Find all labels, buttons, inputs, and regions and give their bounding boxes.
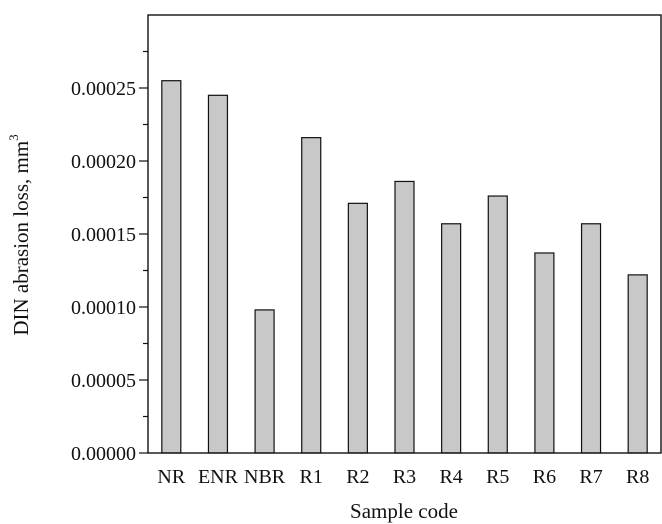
x-tick-label: NBR [244, 466, 286, 488]
x-tick-label: R1 [300, 466, 323, 488]
x-tick-label: R5 [486, 466, 509, 488]
bar-r8 [627, 274, 648, 454]
bar-r2 [347, 202, 368, 454]
x-tick-label: ENR [198, 466, 239, 488]
y-tick-label: 0.00015 [71, 224, 136, 246]
bar-r6 [534, 252, 555, 454]
y-tick-label: 0.00000 [71, 443, 136, 465]
y-axis-title-group: DIN abrasion loss, mm3 [6, 134, 33, 335]
x-tick-label: R8 [626, 466, 649, 488]
x-tick-label: R3 [393, 466, 416, 488]
bar-nr [161, 80, 182, 454]
y-tick-label: 0.00020 [71, 151, 136, 173]
y-tick-label: 0.00010 [71, 297, 136, 319]
x-tick-label: R2 [346, 466, 369, 488]
y-axis-title-superscript: 3 [6, 134, 21, 141]
bar-r1 [301, 137, 322, 454]
y-axis-title-text: DIN abrasion loss, mm [9, 141, 33, 336]
x-axis: NR ENR NBR R1 R2 R3 R4 R5 R6 R7 R8 [157, 466, 649, 488]
x-tick-label: NR [157, 466, 185, 488]
bars [161, 80, 648, 454]
x-tick-label: R4 [439, 466, 462, 488]
y-tick-label: 0.00005 [71, 370, 136, 392]
x-axis-title: Sample code [350, 499, 458, 523]
x-tick-label: R6 [533, 466, 556, 488]
y-axis: 0.00000 0.00005 0.00010 0.00015 0.00020 0.000… [71, 50, 148, 465]
bar-nbr [254, 309, 275, 454]
bar-r5 [487, 195, 508, 454]
bar-r7 [580, 223, 602, 454]
y-tick-label: 0.00025 [71, 78, 136, 100]
plot-frame [147, 14, 662, 454]
y-axis-title: DIN abrasion loss, mm3 [6, 134, 33, 335]
bar-r4 [441, 223, 462, 454]
bar-r3 [394, 180, 415, 454]
x-tick-label: R7 [579, 466, 602, 488]
bar-enr [207, 94, 229, 454]
